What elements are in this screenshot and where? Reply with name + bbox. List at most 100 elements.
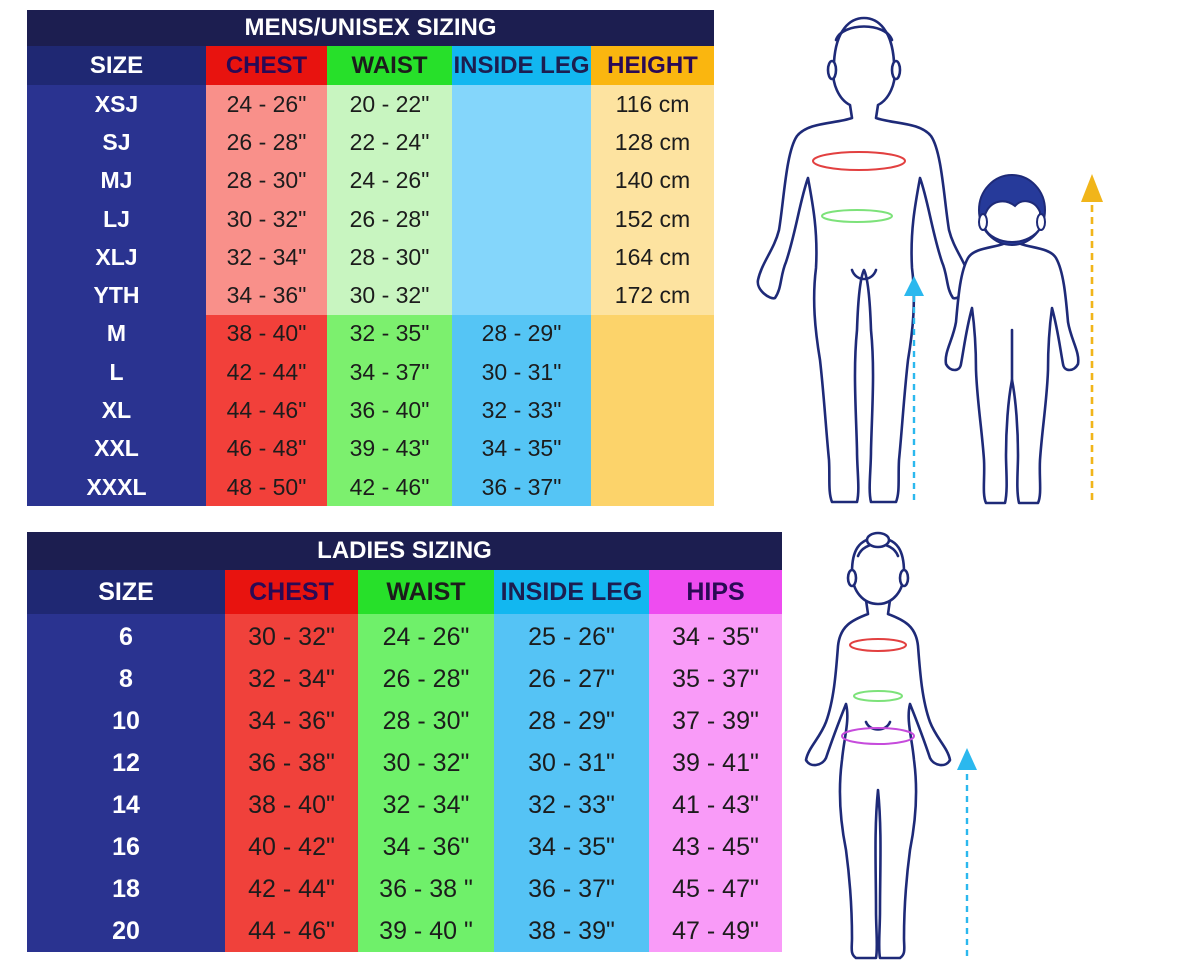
ladies-inside-leg-column: INSIDE LEG — [494, 570, 649, 952]
ladies-hips-cell: 37 - 39" — [672, 706, 759, 735]
mens-inside-leg-cell: 34 - 35" — [481, 435, 562, 462]
mens-waist-cell: 26 - 28" — [349, 205, 430, 232]
mens-waist-cell: 30 - 32" — [349, 282, 430, 309]
woman-waist-ring-icon — [853, 690, 903, 702]
mens-inside-leg-cell: 28 - 29" — [481, 320, 562, 347]
mens-size-cell: XXXL — [86, 473, 147, 500]
woman-chest-ring-icon — [849, 638, 907, 652]
mens-inside-leg-cell: 36 - 37" — [481, 473, 562, 500]
ladies-chest-cell: 30 - 32" — [248, 622, 335, 651]
mens-size-cell: LJ — [103, 205, 130, 232]
mens-waist-cell: 32 - 35" — [349, 320, 430, 347]
ladies-chest-column: CHEST — [225, 570, 358, 952]
mens-chest-header: CHEST — [206, 46, 327, 85]
mens-waist-adult-band — [327, 315, 452, 506]
ladies-chest-cell: 40 - 42" — [248, 832, 335, 861]
mens-size-cell: XL — [101, 397, 132, 424]
man-inside-leg-arrowhead-icon — [904, 276, 924, 296]
ladies-inside-leg-cell: 32 - 33" — [528, 790, 615, 819]
mens-waist-cell: 34 - 37" — [349, 358, 430, 385]
ladies-chest-cell: 32 - 34" — [248, 664, 335, 693]
man-chest-ring-icon — [812, 151, 906, 171]
woman-hip-ring-icon — [841, 727, 915, 745]
mens-chest-adult-band — [206, 315, 327, 506]
mens-inside-leg-youth-band — [452, 85, 591, 315]
mens-height-cell: 152 cm — [614, 205, 691, 232]
mens-waist-cell: 36 - 40" — [349, 397, 430, 424]
mens-size-cell: XSJ — [94, 90, 139, 117]
mens-height-cell: 128 cm — [614, 128, 691, 155]
ladies-table-title: LADIES SIZING — [27, 532, 782, 570]
mens-size-cell: XXL — [94, 435, 139, 462]
ladies-table-body: 6 30 - 32" 24 - 26" 25 - 26" 34 - 35" 8 32 - 3… — [27, 532, 782, 952]
man-waist-ring-icon — [821, 209, 893, 223]
mens-inside-leg-header: INSIDE LEG — [452, 46, 591, 85]
mens-waist-cell: 24 - 26" — [349, 167, 430, 194]
ladies-waist-cell: 39 - 40 " — [379, 916, 473, 945]
mens-size-cell: XLJ — [95, 243, 138, 270]
mens-chest-cell: 32 - 34" — [226, 243, 307, 270]
ladies-size-cell: 14 — [112, 790, 140, 819]
ladies-hips-cell: 43 - 45" — [672, 832, 759, 861]
ladies-inside-leg-cell: 26 - 27" — [528, 664, 615, 693]
ladies-waist-cell: 32 - 34" — [382, 790, 470, 819]
ladies-sizing-table: LADIES SIZING SIZE CHEST WAIST INSIDE LE… — [27, 532, 782, 952]
mens-table-body: XSJ 24 - 26" 20 - 22" 116 cm SJ 26 - 28" 22 - … — [27, 10, 714, 506]
ladies-size-cell: 10 — [112, 706, 140, 735]
ladies-chest-cell: 44 - 46" — [248, 916, 335, 945]
mens-chest-cell: 26 - 28" — [226, 128, 307, 155]
mens-chest-cell: 30 - 32" — [226, 205, 307, 232]
mens-waist-cell: 20 - 22" — [349, 90, 430, 117]
mens-table-title: MENS/UNISEX SIZING — [27, 10, 714, 46]
ladies-hips-cell: 41 - 43" — [672, 790, 759, 819]
mens-size-cell: L — [109, 358, 124, 385]
ladies-waist-cell: 26 - 28" — [382, 664, 470, 693]
ladies-hips-cell: 45 - 47" — [672, 874, 759, 903]
ladies-waist-header: WAIST — [358, 570, 494, 614]
mens-waist-cell: 39 - 43" — [349, 435, 430, 462]
ladies-size-cell: 16 — [112, 832, 140, 861]
mens-chest-youth-band — [206, 85, 327, 315]
mens-inside-leg-column: INSIDE LEG — [452, 46, 591, 506]
ladies-inside-leg-header: INSIDE LEG — [494, 570, 649, 614]
mens-waist-cell: 28 - 30" — [349, 243, 430, 270]
woman-inside-leg-arrowhead-icon — [957, 748, 977, 770]
mens-height-cell: 164 cm — [614, 243, 691, 270]
mens-height-column: HEIGHT — [591, 46, 714, 506]
ladies-size-cell: 20 — [112, 916, 140, 945]
ladies-chest-cell: 36 - 38" — [248, 748, 335, 777]
mens-waist-youth-band — [327, 85, 452, 315]
ladies-size-cell: 8 — [119, 664, 133, 693]
ladies-size-column: SIZE — [27, 570, 225, 952]
ladies-size-cell: 12 — [112, 748, 140, 777]
ladies-size-cell: 6 — [119, 622, 133, 651]
mens-chest-cell: 48 - 50" — [226, 473, 307, 500]
mens-height-header: HEIGHT — [591, 46, 714, 85]
mens-chest-column: CHEST — [206, 46, 327, 506]
child-height-arrowhead-icon — [1081, 174, 1103, 202]
mens-chest-cell: 44 - 46" — [226, 397, 307, 424]
mens-height-youth-band — [591, 85, 714, 315]
mens-chest-cell: 42 - 44" — [226, 358, 307, 385]
mens-waist-cell: 22 - 24" — [349, 128, 430, 155]
ladies-size-header: SIZE — [27, 570, 225, 614]
ladies-hips-cell: 47 - 49" — [672, 916, 759, 945]
ladies-inside-leg-cell: 34 - 35" — [528, 832, 615, 861]
ladies-waist-column: WAIST — [358, 570, 494, 952]
mens-height-adult-band — [591, 315, 714, 506]
mens-waist-column: WAIST — [327, 46, 452, 506]
child-hair-icon — [978, 174, 1046, 246]
mens-height-cell: 172 cm — [614, 282, 691, 309]
ladies-chest-header: CHEST — [225, 570, 358, 614]
mens-inside-leg-adult-band — [452, 315, 591, 506]
ladies-hips-header: HIPS — [649, 570, 782, 614]
ladies-inside-leg-cell: 25 - 26" — [528, 622, 615, 651]
mens-size-column: SIZE — [27, 46, 206, 506]
mens-inside-leg-cell: 30 - 31" — [481, 358, 562, 385]
ladies-hips-column: HIPS — [649, 570, 782, 952]
ladies-size-cell: 18 — [112, 874, 140, 903]
mens-inside-leg-cell: 32 - 33" — [481, 397, 562, 424]
mens-size-cell: SJ — [102, 128, 131, 155]
mens-chest-cell: 28 - 30" — [226, 167, 307, 194]
